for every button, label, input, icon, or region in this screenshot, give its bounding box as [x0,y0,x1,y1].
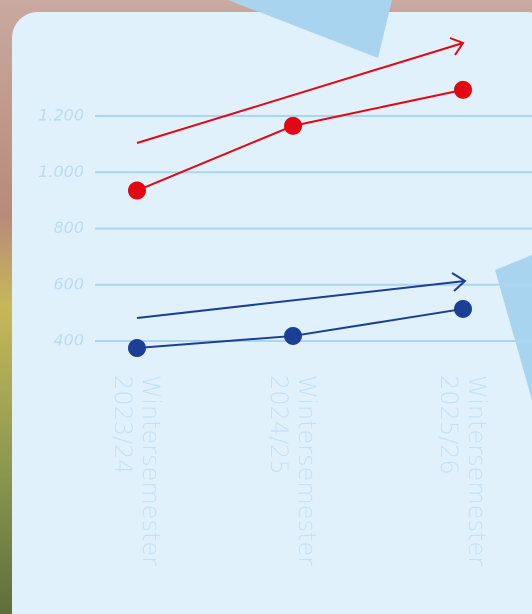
y-tick-label: 1.200 [38,106,84,125]
x-tick-label: 2024/25 [265,375,293,475]
x-tick-label: Wintersemester [293,375,321,566]
data-point [128,181,146,200]
decor-shape [495,255,532,400]
trend-arrows [136,37,467,319]
data-point [284,116,302,135]
decor-shape [228,0,392,58]
data-point [454,299,472,318]
grid: 400 600 800 1.000 1.200 [38,106,532,350]
x-tick-label: Wintersemester [463,375,491,566]
panel [12,12,532,614]
y-tick-label: 1.000 [38,162,84,181]
y-tick-label: 400 [53,331,84,350]
data-point [128,339,146,358]
x-tick-label: Wintersemester [137,375,165,566]
data-point [284,326,302,345]
y-tick-label: 600 [53,274,84,293]
trend-arrow [136,272,467,319]
x-tick-label: 2023/24 [109,375,137,475]
data-point [454,80,472,99]
y-tick-label: 800 [53,218,84,237]
trend-arrow [136,37,465,144]
x-tick-label: 2025/26 [435,375,463,475]
